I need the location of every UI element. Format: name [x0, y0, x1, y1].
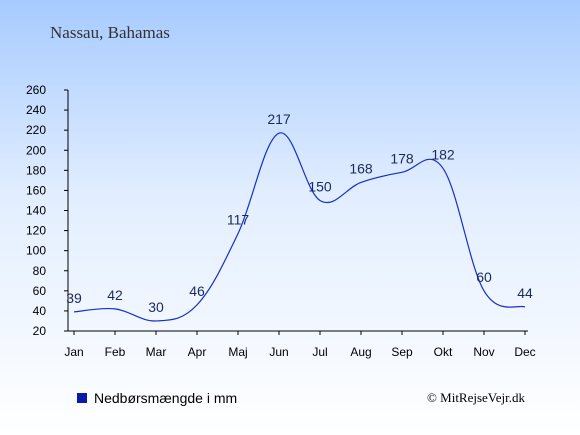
data-label: 150 [308, 178, 332, 194]
y-tick-label: 80 [33, 264, 47, 278]
x-tick-label: Apr [188, 345, 207, 359]
data-label: 217 [267, 111, 291, 127]
x-tick-label: Okt [434, 345, 453, 359]
x-axis: Jan Feb Mar Apr Maj Jun Jul Aug Sep Okt Nov Dec [64, 330, 536, 359]
data-label: 168 [349, 160, 373, 176]
x-tick-label: Jan [64, 345, 83, 359]
precipitation-line [73, 132, 526, 322]
x-tick-label: Sep [391, 345, 413, 359]
y-tick-label: 160 [26, 183, 46, 197]
y-tick-label: 180 [26, 163, 46, 177]
data-label: 30 [148, 299, 164, 315]
data-label: 44 [517, 285, 533, 301]
x-tick-label: Aug [350, 345, 371, 359]
x-tick-label: Dec [514, 345, 535, 359]
series-layer [73, 132, 526, 322]
x-tick-label: Jul [312, 345, 327, 359]
data-label: 60 [476, 269, 492, 285]
y-tick-label: 240 [26, 103, 46, 117]
data-label: 182 [431, 146, 455, 162]
credit-text: © MitRejseVejr.dk [427, 390, 525, 405]
legend-label: Nedbørsmængde i mm [94, 390, 237, 406]
data-labels: 39 42 30 46 117 217 150 168 178 182 60 44 [66, 111, 533, 315]
y-tick-label: 40 [33, 304, 47, 318]
y-tick-label: 220 [26, 123, 46, 137]
x-tick-label: Maj [228, 345, 247, 359]
y-tick-label: 100 [26, 244, 46, 258]
data-label: 46 [189, 283, 205, 299]
data-label: 42 [107, 287, 123, 303]
data-label: 178 [390, 150, 414, 166]
y-tick-label: 140 [26, 204, 46, 218]
y-tick-label: 20 [33, 324, 47, 338]
legend-swatch [77, 393, 87, 403]
x-tick-label: Jun [269, 345, 288, 359]
x-tick-label: Mar [146, 345, 167, 359]
y-tick-label: 120 [26, 224, 46, 238]
x-tick-label: Feb [105, 345, 126, 359]
x-tick-label: Nov [473, 345, 494, 359]
chart-title: Nassau, Bahamas [50, 23, 170, 42]
y-tick-label: 200 [26, 143, 46, 157]
data-label: 39 [66, 290, 82, 306]
y-axis: 260 240 220 200 180 160 140 120 100 80 60 40 20 [26, 83, 69, 338]
y-tick-label: 260 [26, 83, 46, 97]
data-label: 117 [227, 212, 250, 228]
y-tick-label: 60 [33, 284, 47, 298]
